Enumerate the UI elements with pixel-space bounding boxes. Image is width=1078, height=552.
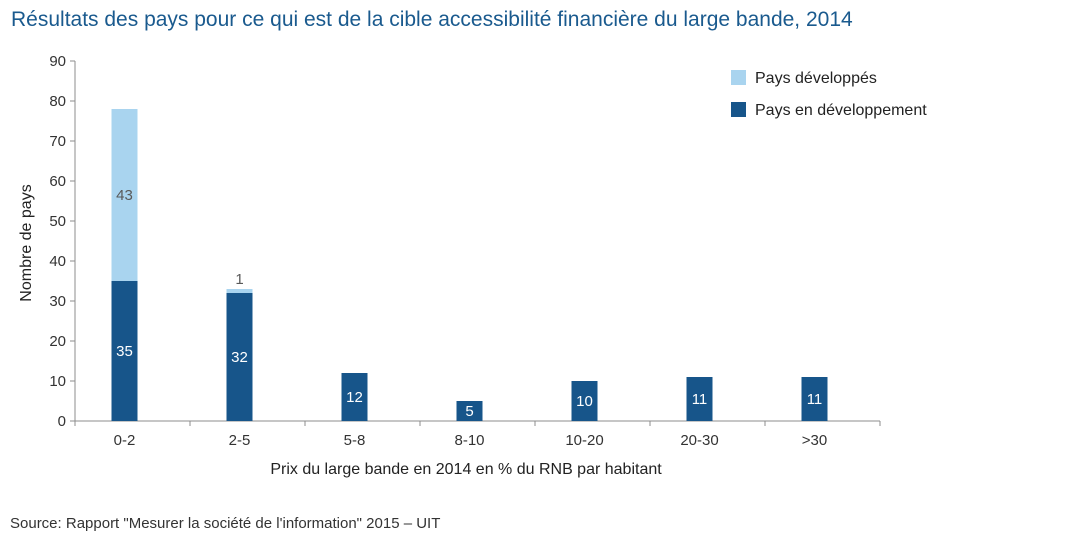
legend: Pays développés Pays en développement: [731, 70, 927, 119]
legend-swatch: [731, 102, 746, 117]
y-tick-label: 0: [58, 413, 66, 430]
data-label-developed: 1: [235, 271, 243, 288]
x-axis-label: Prix du large bande en 2014 en % du RNB …: [270, 461, 662, 478]
data-label-developing: 35: [116, 343, 133, 360]
legend-swatch: [731, 70, 746, 85]
y-tick-label: 20: [49, 333, 66, 350]
x-axis-ticks: 0-2 2-5 5-8 8-10 10-20 20-30 >30: [74, 421, 881, 449]
legend-label: Pays développés: [755, 70, 877, 87]
data-label-developing: 32: [231, 349, 248, 366]
bars-group: 35 43 32 1 12 5 10 11 11: [111, 109, 828, 421]
bar-developing: [801, 377, 828, 421]
y-axis-ticks: 0 10 20 30 40 50 60 70 80 90: [49, 53, 75, 430]
x-tick-label: 8-10: [454, 432, 484, 449]
y-tick-label: 50: [49, 213, 66, 230]
y-tick-label: 10: [49, 373, 66, 390]
y-tick-label: 90: [49, 53, 66, 70]
x-tick-label: 20-30: [680, 432, 718, 449]
y-tick-label: 40: [49, 253, 66, 270]
bar-developing: [571, 381, 598, 421]
y-tick-label: 30: [49, 293, 66, 310]
x-tick-label: >30: [802, 432, 827, 449]
y-tick-label: 80: [49, 93, 66, 110]
data-label-developing: 12: [346, 389, 363, 406]
chart-title: Résultats des pays pour ce qui est de la…: [11, 8, 853, 31]
bar-developed: [111, 109, 138, 281]
y-tick-label: 60: [49, 173, 66, 190]
x-tick-label: 2-5: [229, 432, 251, 449]
data-label-developing: 11: [807, 391, 823, 408]
bar-developed: [226, 289, 253, 293]
x-tick-label: 5-8: [344, 432, 366, 449]
y-tick-label: 70: [49, 133, 66, 150]
legend-label: Pays en développement: [755, 102, 927, 119]
data-label-developing: 10: [576, 393, 593, 410]
bar-developing: [341, 373, 368, 421]
bar-developing: [226, 293, 253, 421]
x-tick-label: 0-2: [114, 432, 136, 449]
bar-developing: [111, 281, 138, 421]
data-label-developed: 43: [116, 187, 133, 204]
y-axis-label: Nombre de pays: [18, 184, 35, 301]
source-note: Source: Rapport "Mesurer la société de l…: [10, 515, 441, 532]
x-tick-label: 10-20: [565, 432, 603, 449]
bar-developing: [456, 401, 483, 421]
bar-developing: [686, 377, 713, 421]
data-label-developing: 5: [465, 403, 473, 420]
data-label-developing: 11: [692, 391, 708, 408]
